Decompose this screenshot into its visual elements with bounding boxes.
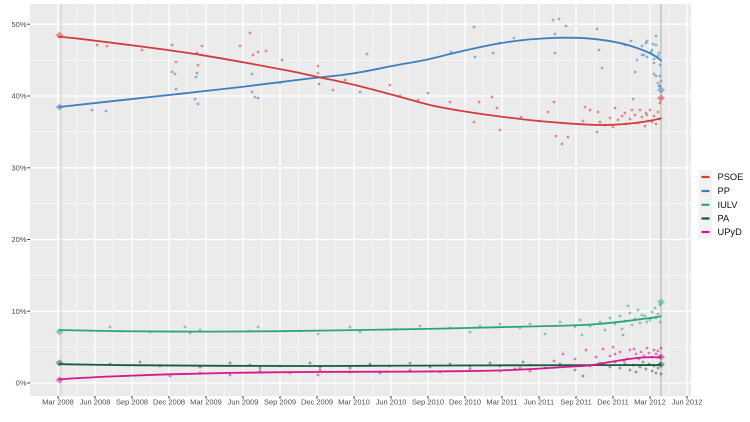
svg-text:Sep 2009: Sep 2009 xyxy=(264,398,296,407)
svg-text:Dec 2011: Dec 2011 xyxy=(597,398,629,407)
svg-text:Sep 2010: Sep 2010 xyxy=(412,398,444,407)
svg-text:Sep 2008: Sep 2008 xyxy=(116,398,148,407)
svg-text:50%: 50% xyxy=(11,20,26,29)
svg-text:20%: 20% xyxy=(11,235,26,244)
svg-text:Dec 2008: Dec 2008 xyxy=(153,398,185,407)
svg-text:Mar 2010: Mar 2010 xyxy=(338,398,370,407)
svg-text:Sep 2011: Sep 2011 xyxy=(560,398,592,407)
svg-text:UPyD: UPyD xyxy=(718,227,743,237)
svg-text:Jun 2012: Jun 2012 xyxy=(672,398,703,407)
svg-text:Mar 2009: Mar 2009 xyxy=(190,398,222,407)
svg-text:0%: 0% xyxy=(16,379,27,388)
svg-text:10%: 10% xyxy=(11,307,26,316)
svg-text:IULV: IULV xyxy=(718,200,739,210)
svg-text:Mar 2012: Mar 2012 xyxy=(634,398,666,407)
svg-text:Jun 2010: Jun 2010 xyxy=(376,398,407,407)
svg-text:PA: PA xyxy=(718,214,731,224)
svg-text:Jun 2009: Jun 2009 xyxy=(228,398,259,407)
svg-text:Jun 2011: Jun 2011 xyxy=(524,398,554,407)
svg-text:Mar 2011: Mar 2011 xyxy=(486,398,517,407)
svg-text:40%: 40% xyxy=(11,92,26,101)
svg-text:Dec 2010: Dec 2010 xyxy=(449,398,481,407)
svg-text:PP: PP xyxy=(718,186,730,196)
svg-text:Dec 2009: Dec 2009 xyxy=(301,398,333,407)
svg-text:Jun 2008: Jun 2008 xyxy=(80,398,111,407)
svg-text:Mar 2008: Mar 2008 xyxy=(42,398,74,407)
svg-text:PSOE: PSOE xyxy=(718,172,744,182)
svg-text:30%: 30% xyxy=(11,163,26,172)
